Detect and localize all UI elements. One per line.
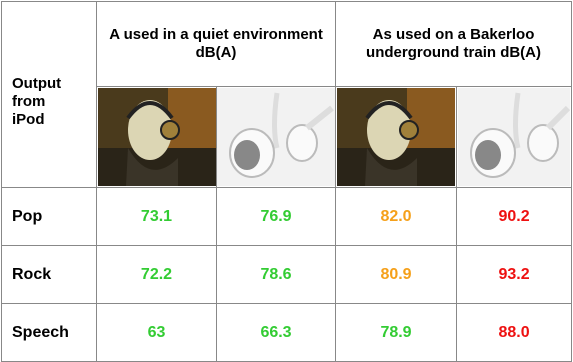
- group-header: A used in a quiet environment dB(A): [95, 1, 337, 87]
- value-cell: 63: [96, 303, 217, 362]
- value-cell: 72.2: [96, 245, 217, 304]
- table-row: Rock 72.2 78.6 80.9 93.2: [1, 245, 573, 304]
- image-cell: [335, 86, 458, 188]
- group-header: As used on a Bakerloo underground train …: [335, 1, 573, 87]
- headphones-photo: [337, 88, 456, 186]
- table-row: Speech 63 66.3 78.9 88.0: [1, 303, 573, 362]
- corner-text: Output from iPod: [12, 75, 62, 128]
- row-label: Rock: [1, 245, 97, 304]
- row-label: Speech: [1, 303, 97, 362]
- table-row: Pop 73.1 76.9 82.0 90.2: [1, 187, 573, 246]
- image-cell: [96, 86, 217, 188]
- value-cell: 76.9: [215, 187, 337, 246]
- image-cell: [456, 86, 573, 188]
- value-cell: 88.0: [456, 303, 573, 362]
- value-cell: 73.1: [96, 187, 217, 246]
- corner-header: Output from iPod: [1, 1, 97, 188]
- row-label: Pop: [1, 187, 97, 246]
- headphones-photo: [97, 88, 216, 186]
- value-cell: 93.2: [456, 245, 573, 304]
- earbuds-photo: [458, 88, 571, 186]
- value-cell: 82.0: [335, 187, 458, 246]
- value-cell: 78.9: [335, 303, 458, 362]
- value-cell: 80.9: [335, 245, 458, 304]
- value-cell: 78.6: [215, 245, 337, 304]
- value-cell: 66.3: [215, 303, 337, 362]
- earbuds-photo: [217, 88, 335, 186]
- image-cell: [215, 86, 337, 188]
- value-cell: 90.2: [456, 187, 573, 246]
